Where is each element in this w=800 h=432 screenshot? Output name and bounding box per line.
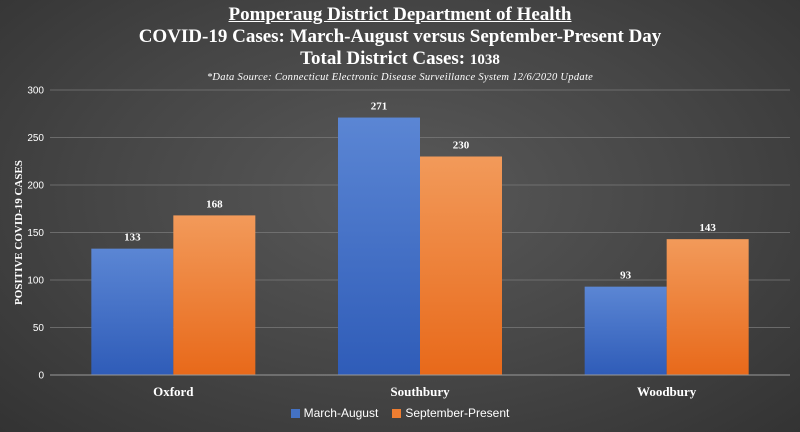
y-tick-label-50: 50 xyxy=(33,323,45,334)
legend-swatch-march-august xyxy=(290,408,300,418)
y-tick-label-250: 250 xyxy=(27,133,44,144)
bar-woodbury-september-present xyxy=(666,239,749,375)
data-label-southbury-march-august: 271 xyxy=(371,101,388,113)
legend-item-march-august: March-August xyxy=(290,406,379,420)
data-label-woodbury-september-present: 143 xyxy=(699,222,716,234)
y-tick-label-100: 100 xyxy=(27,276,44,287)
total-cases-line: Total District Cases: 1038 xyxy=(0,48,800,71)
legend: March-August September-Present xyxy=(0,406,800,420)
bar-southbury-march-august xyxy=(338,117,420,376)
y-tick-label-300: 300 xyxy=(27,86,44,97)
bar-southbury-september-present xyxy=(420,156,502,375)
legend-swatch-september-present xyxy=(392,408,402,418)
data-label-southbury-september-present: 230 xyxy=(453,140,470,152)
total-cases-value: 1038 xyxy=(469,52,500,68)
data-source-note: *Data Source: Connecticut Electronic Dis… xyxy=(206,72,594,83)
data-label-woodbury-march-august: 93 xyxy=(620,270,632,282)
x-category-label-southbury: Southbury xyxy=(390,384,450,399)
chart-title: Pomperaug District Department of Health xyxy=(228,4,572,25)
bar-oxford-march-august xyxy=(91,248,174,375)
legend-label-september-present: September-Present xyxy=(405,406,510,420)
x-category-label-oxford: Oxford xyxy=(153,384,194,399)
y-tick-label-200: 200 xyxy=(27,181,44,192)
data-label-oxford-september-present: 168 xyxy=(206,198,223,210)
legend-label-march-august: March-August xyxy=(303,406,379,420)
x-category-label-woodbury: Woodbury xyxy=(637,384,697,399)
data-label-oxford-march-august: 133 xyxy=(124,232,141,244)
total-cases-label: Total District Cases: xyxy=(300,48,470,69)
bar-oxford-september-present xyxy=(173,215,256,375)
y-axis-label: POSITIVE COVID-19 CASES xyxy=(13,160,25,305)
legend-item-september-present: September-Present xyxy=(392,406,509,420)
y-tick-label-150: 150 xyxy=(27,228,44,239)
y-tick-label-0: 0 xyxy=(38,371,44,382)
bar-woodbury-march-august xyxy=(584,286,667,375)
chart-subtitle: COVID-19 Cases: March-August versus Sept… xyxy=(138,26,662,47)
